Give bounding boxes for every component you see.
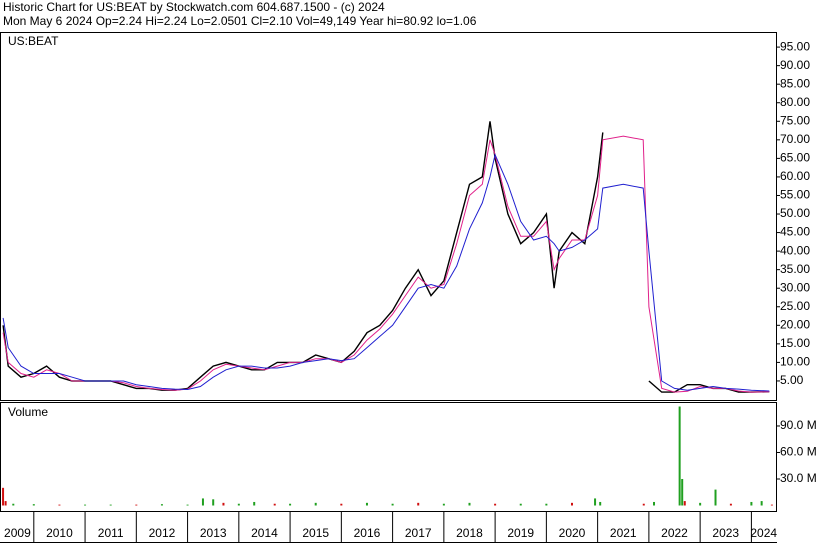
volume-bar [417, 502, 420, 506]
volume-bar [699, 502, 702, 506]
volume-bar [681, 478, 684, 506]
x-tick-label: 2020 [559, 526, 586, 540]
panel-label: US:BEAT [8, 34, 59, 48]
x-tick-label: 2023 [712, 526, 739, 540]
y-tick-label: 30.0 M [780, 471, 817, 485]
x-tick-label: 2010 [46, 526, 73, 540]
volume-bar [109, 504, 112, 506]
volume-bar [84, 504, 87, 506]
volume-bar [391, 503, 394, 506]
volume-bar [4, 501, 7, 506]
x-tick-label: 2015 [302, 526, 329, 540]
volume-bar [729, 503, 732, 506]
y-tick-label: 65.00 [780, 151, 810, 165]
price-line [2, 135, 770, 393]
y-tick-label: 15.00 [780, 336, 810, 350]
price-line [2, 153, 770, 392]
volume-bar [714, 489, 717, 506]
volume-bar [135, 504, 138, 506]
volume-bar [222, 502, 225, 506]
volume-bar [12, 503, 15, 506]
y-tick-label: 45.00 [780, 225, 810, 239]
volume-bar [340, 503, 343, 506]
y-tick-label: 90.0 M [780, 418, 817, 432]
y-tick-label: 55.00 [780, 188, 810, 202]
volume-bar [273, 503, 276, 506]
x-tick-label: 2017 [405, 526, 432, 540]
volume-bar [678, 406, 681, 506]
volume-bar [760, 501, 763, 506]
y-tick-label: 40.00 [780, 243, 810, 257]
x-tick-label: 2019 [507, 526, 534, 540]
volume-bar [212, 499, 215, 506]
chart-title: Historic Chart for US:BEAT by Stockwatch… [3, 0, 385, 14]
price-panel [0, 32, 777, 401]
volume-bar [683, 501, 686, 506]
volume-bar [519, 503, 522, 506]
volume-bar [186, 504, 189, 506]
x-tick-label: 2016 [354, 526, 381, 540]
y-tick-label: 20.00 [780, 317, 810, 331]
y-tick-label: 5.00 [780, 373, 804, 387]
volume-bar [314, 502, 317, 506]
volume-bar [653, 501, 656, 506]
x-tick-label: 2012 [149, 526, 176, 540]
x-tick-label: 2011 [98, 526, 124, 540]
quote-line: Mon May 6 2024 Op=2.24 Hi=2.24 Lo=2.0501… [3, 14, 477, 28]
y-tick-label: 60.0 M [780, 445, 817, 459]
volume-bar [494, 503, 497, 506]
y-tick-label: 85.00 [780, 76, 810, 90]
y-tick-label: 80.00 [780, 95, 810, 109]
x-tick-label: 2022 [661, 526, 688, 540]
volume-bar [594, 498, 597, 506]
x-tick-label: 2009 [4, 526, 31, 540]
volume-bar [442, 503, 445, 506]
volume-bar [599, 501, 602, 506]
y-tick-label: 95.00 [780, 39, 810, 53]
volume-bar [289, 503, 292, 506]
y-tick-label: 25.00 [780, 299, 810, 313]
volume-bar [2, 487, 5, 506]
volume-bar [570, 502, 573, 506]
y-tick-label: 35.00 [780, 262, 810, 276]
volume-bar [365, 502, 368, 506]
volume-bar [58, 504, 61, 506]
volume-bar [545, 503, 548, 506]
y-tick-label: 70.00 [780, 132, 810, 146]
price-line [648, 380, 770, 393]
volume-bar [642, 503, 645, 506]
volume-bar [468, 502, 471, 506]
y-tick-label: 30.00 [780, 280, 810, 294]
y-tick-label: 75.00 [780, 113, 810, 127]
y-tick-label: 90.00 [780, 58, 810, 72]
x-tick-label: 2013 [200, 526, 227, 540]
volume-bar [237, 503, 240, 506]
x-tick-label: 2021 [610, 526, 637, 540]
x-tick-label: 2018 [456, 526, 483, 540]
volume-bar [750, 501, 753, 506]
volume-bar [253, 501, 256, 506]
panel-label: Volume [8, 405, 48, 419]
y-tick-label: 60.00 [780, 169, 810, 183]
x-tick-label: 2014 [251, 526, 278, 540]
y-tick-label: 10.00 [780, 355, 810, 369]
volume-bar [770, 504, 773, 506]
volume-bar [160, 504, 163, 506]
volume-bar [201, 498, 204, 506]
x-tick-label: 2024 [750, 526, 777, 540]
y-tick-label: 50.00 [780, 206, 810, 220]
volume-panel [0, 402, 777, 512]
volume-bar [32, 504, 35, 506]
